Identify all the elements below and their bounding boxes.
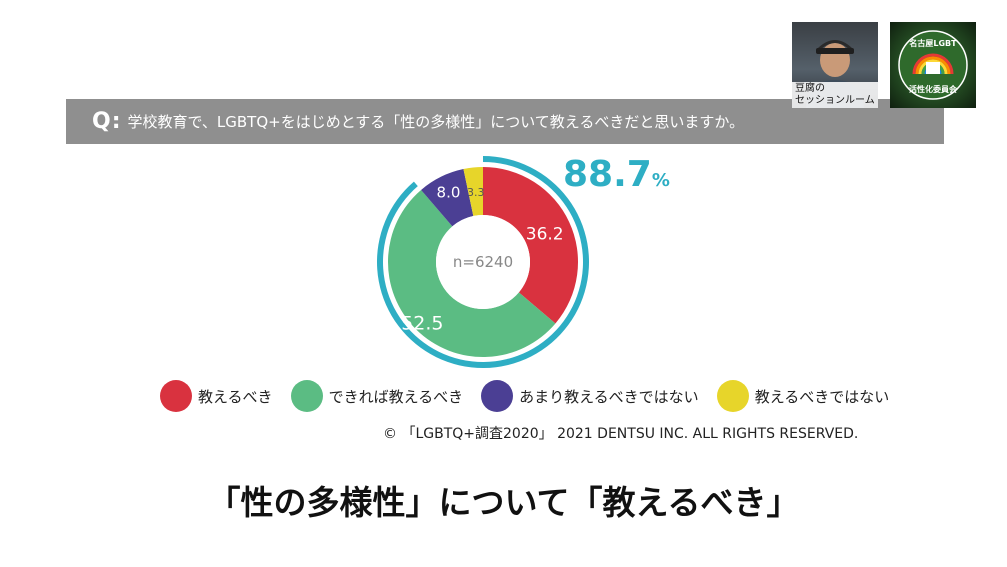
- participant-video-logo[interactable]: 名古屋LGBT 活性化委員会: [890, 22, 976, 108]
- question-text: 学校教育で、LGBTQ+をはじめとする「性の多様性」について教えるべきだと思いま…: [127, 113, 745, 131]
- chart-legend: 教えるべき できれば教えるべき あまり教えるべきではない 教えるべきではない: [160, 379, 907, 413]
- highlight-value: 88.7: [563, 154, 652, 195]
- legend-swatch: [160, 380, 192, 412]
- logo-text-top: 名古屋LGBT: [909, 39, 957, 48]
- slice-value-label: 52.5: [401, 313, 443, 335]
- legend-item: 教えるべきではない: [716, 380, 890, 412]
- donut-hole: [436, 215, 530, 309]
- legend-item: 教えるべき: [160, 380, 273, 412]
- legend-label: 教えるべきではない: [754, 387, 890, 406]
- rainbow-logo-icon: [898, 30, 968, 100]
- logo-text-bottom: 活性化委員会: [909, 85, 957, 94]
- donut-slice: [483, 167, 579, 324]
- donut-slice: [388, 189, 556, 357]
- legend-item: できれば教えるべき: [290, 380, 464, 412]
- slice-value-label: 36.2: [526, 224, 564, 244]
- legend-label: あまり教えるべきではない: [519, 387, 699, 406]
- slice-value-label: 8.0: [437, 183, 461, 201]
- highlight-unit: %: [651, 170, 670, 191]
- highlight-percentage: 88.7%: [563, 154, 670, 195]
- legend-label: 教えるべき: [198, 387, 273, 406]
- legend-item: あまり教えるべきではない: [481, 380, 699, 412]
- donut-slice: [463, 167, 483, 217]
- question-prefix: Q:: [92, 109, 122, 134]
- center-label: n=6240: [453, 253, 513, 271]
- legend-label: できれば教えるべき: [328, 387, 464, 406]
- donut-slice: [421, 169, 474, 227]
- slide-caption: 「性の多様性」について「教えるべき」: [207, 483, 800, 522]
- slice-value-label: 3.3: [467, 186, 485, 199]
- legend-swatch: [481, 380, 514, 412]
- legend-swatch: [716, 380, 749, 412]
- copyright-notice: © 「LGBTQ+調査2020」 2021 DENTSU INC. ALL RI…: [383, 426, 859, 442]
- participant-name: 豆腐の セッションルーム: [792, 82, 878, 108]
- legend-swatch: [290, 380, 323, 412]
- participant-video-tofu[interactable]: 豆腐の セッションルーム: [792, 22, 878, 108]
